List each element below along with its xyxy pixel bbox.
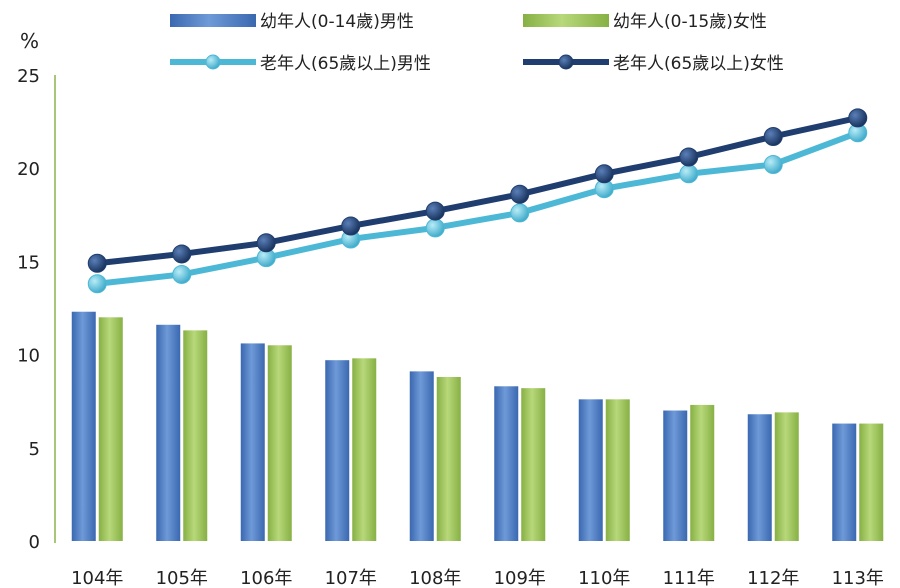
legend-marker-elderly-female	[558, 54, 574, 70]
legend-label-girls: 幼年人(0-15歲)女性	[613, 12, 767, 32]
x-tick-label: 111年	[663, 568, 715, 588]
x-tick-label: 113年	[832, 568, 884, 588]
x-tick-label: 108年	[409, 568, 461, 588]
y-tick-label: 20	[17, 159, 40, 180]
y-tick-label: 10	[17, 346, 40, 367]
bar-boys	[663, 410, 688, 541]
x-tick-label: 104年	[71, 568, 123, 588]
x-tick-label: 105年	[156, 568, 208, 588]
point-elderly-female	[172, 244, 192, 264]
bars-layer	[71, 311, 884, 541]
point-elderly-male	[510, 203, 530, 223]
bar-girls	[690, 404, 715, 541]
lines-layer	[87, 108, 868, 294]
point-elderly-female	[256, 233, 276, 253]
bar-boys	[494, 386, 519, 541]
x-tick-label: 112年	[747, 568, 799, 588]
bar-boys	[409, 371, 434, 541]
bar-boys	[325, 360, 350, 541]
bar-boys	[156, 324, 181, 541]
legend-label-boys: 幼年人(0-14歲)男性	[260, 12, 414, 32]
y-tick-label: 25	[17, 66, 40, 87]
bar-girls	[352, 358, 377, 541]
bar-girls	[859, 423, 884, 541]
point-elderly-male	[679, 164, 699, 184]
point-elderly-male	[763, 154, 783, 174]
bar-boys	[832, 423, 857, 541]
point-elderly-female	[425, 201, 445, 221]
point-elderly-female	[594, 164, 614, 184]
point-elderly-female	[510, 184, 530, 204]
y-axis-ticks: 0 5 10 15 20 25	[17, 66, 40, 553]
line-elderly-female	[96, 114, 859, 267]
point-elderly-male	[87, 274, 107, 294]
y-tick-label: 0	[29, 532, 40, 553]
point-elderly-female	[763, 127, 783, 147]
y-axis-unit: %	[20, 29, 39, 53]
point-elderly-male	[172, 264, 192, 284]
point-elderly-female	[679, 147, 699, 167]
bar-girls	[98, 317, 123, 541]
bar-girls	[183, 330, 208, 541]
point-elderly-female	[848, 108, 868, 128]
bar-girls	[267, 345, 292, 541]
y-tick-label: 15	[17, 252, 40, 273]
bar-boys	[747, 414, 772, 541]
point-elderly-male	[425, 218, 445, 238]
legend: 幼年人(0-14歲)男性 幼年人(0-15歲)女性 老年人(65歲以上)男性 老…	[170, 12, 784, 74]
bar-girls	[436, 376, 461, 541]
x-tick-label: 109年	[494, 568, 546, 588]
point-elderly-female	[87, 253, 107, 273]
bar-girls	[605, 399, 630, 541]
bar-boys	[578, 399, 603, 541]
legend-swatch-girls	[523, 14, 609, 27]
line-elderly-male	[96, 129, 859, 287]
x-tick-label: 106年	[240, 568, 292, 588]
legend-swatch-boys	[170, 14, 256, 27]
x-tick-label: 110年	[578, 568, 630, 588]
bar-girls	[774, 412, 799, 541]
legend-label-elderly-male: 老年人(65歲以上)男性	[260, 54, 431, 74]
x-axis-ticks: 104年 105年 106年 107年 108年 109年 110年 111年 112年 113年	[71, 568, 884, 588]
y-tick-label: 5	[29, 439, 40, 460]
legend-label-elderly-female: 老年人(65歲以上)女性	[613, 54, 784, 74]
bar-boys	[71, 311, 96, 541]
bar-boys	[240, 343, 265, 541]
legend-marker-elderly-male	[205, 54, 221, 70]
x-tick-label: 107年	[325, 568, 377, 588]
bar-girls	[521, 388, 546, 541]
point-elderly-female	[341, 216, 361, 236]
